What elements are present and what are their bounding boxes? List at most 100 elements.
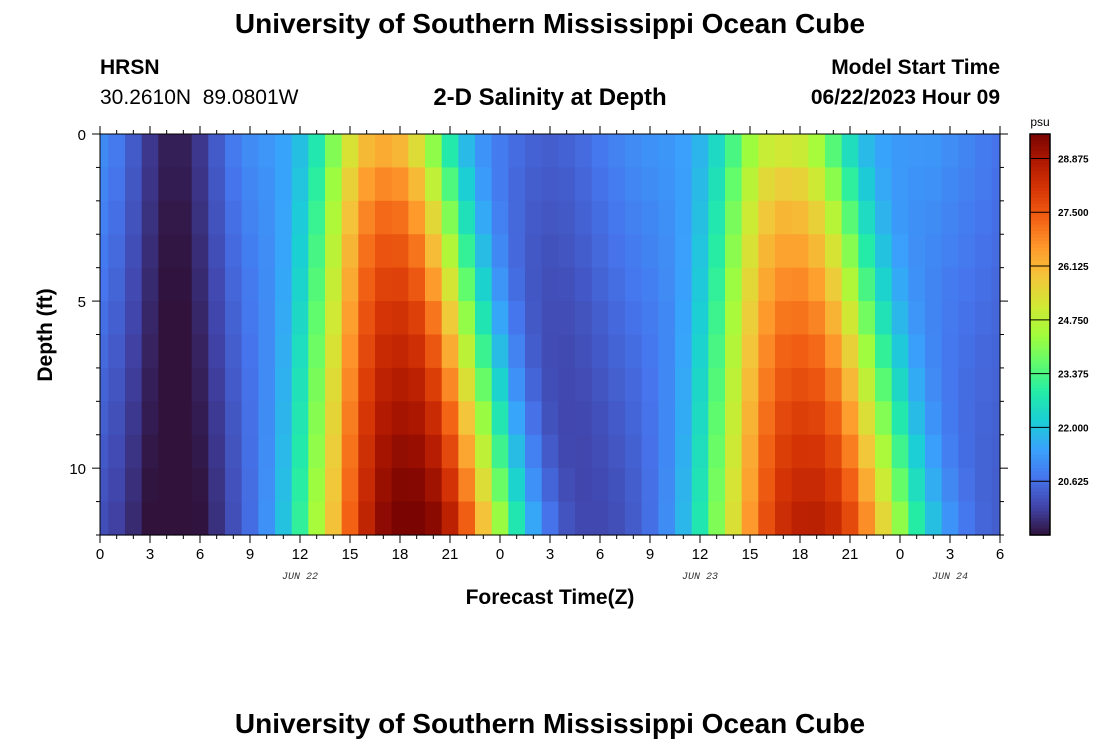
colorbar-frame — [1029, 133, 1051, 536]
heatmap-cell — [975, 334, 993, 369]
heatmap-cell — [258, 267, 276, 302]
heatmap-cell — [525, 200, 543, 235]
heatmap-cell — [525, 501, 543, 536]
heatmap-cell — [891, 267, 909, 302]
x-tick-label: 18 — [392, 546, 409, 563]
colorbar-segment — [1030, 150, 1050, 155]
heatmap-cell — [658, 134, 676, 169]
colorbar-segment — [1030, 521, 1050, 526]
heatmap-cell — [175, 401, 193, 436]
heatmap-cell — [925, 200, 943, 235]
heatmap-cell — [325, 267, 343, 302]
heatmap-cell — [758, 234, 776, 269]
heatmap-cell — [441, 501, 459, 536]
colorbar-segment — [1030, 508, 1050, 513]
heatmap-cell — [125, 200, 143, 235]
heatmap-cell — [325, 501, 343, 536]
heatmap-cell — [308, 468, 326, 503]
heatmap-cell — [325, 134, 343, 169]
heatmap-cell — [941, 267, 959, 302]
model-start-value: 06/22/2023 Hour 09 — [810, 86, 1000, 109]
heatmap-cell — [875, 434, 893, 469]
heatmap-cell — [408, 167, 426, 202]
colorbar-segment — [1030, 267, 1050, 272]
colorbar-segment — [1030, 184, 1050, 189]
heatmap-cell — [775, 301, 793, 336]
heatmap-cell — [758, 134, 776, 169]
station-name: HRSN — [100, 56, 160, 79]
heatmap-cell — [641, 334, 659, 369]
heatmap-cell — [608, 234, 626, 269]
heatmap-cell — [708, 234, 726, 269]
heatmap-cell — [308, 134, 326, 169]
heatmap-cell — [441, 367, 459, 402]
colorbar-segment — [1030, 277, 1050, 282]
colorbar-segment — [1030, 514, 1050, 519]
heatmap-cell — [208, 134, 226, 169]
heatmap-cell — [875, 167, 893, 202]
heatmap-cell — [991, 434, 1001, 469]
heatmap-cell — [941, 200, 959, 235]
heatmap-cell — [141, 501, 159, 536]
heatmap-cell — [975, 501, 993, 536]
heatmap-cell — [625, 401, 643, 436]
heatmap-cell — [191, 501, 209, 536]
heatmap-cell — [608, 501, 626, 536]
heatmap-cell — [225, 468, 243, 503]
heatmap-cell — [375, 434, 393, 469]
colorbar-segment — [1030, 438, 1050, 443]
colorbar-segment — [1030, 190, 1050, 195]
heatmap-cell — [858, 267, 876, 302]
heatmap-cell — [725, 234, 743, 269]
heatmap-cell — [525, 267, 543, 302]
heatmap-cell — [541, 167, 559, 202]
heatmap-cell — [591, 200, 609, 235]
heatmap-cell — [691, 434, 709, 469]
heatmap-cell — [275, 367, 293, 402]
colorbar-segment — [1030, 418, 1050, 422]
heatmap-cell — [175, 301, 193, 336]
heatmap-cell — [308, 200, 326, 235]
heatmap-cell — [258, 401, 276, 436]
heatmap-cell — [941, 501, 959, 536]
heatmap-cell — [641, 167, 659, 202]
heatmap-cell — [291, 167, 309, 202]
heatmap-cell — [258, 167, 276, 202]
heatmap-cell — [608, 434, 626, 469]
heatmap-cell — [125, 234, 143, 269]
footer-title: University of Southern Mississippi Ocean… — [234, 708, 866, 739]
heatmap-cell — [691, 468, 709, 503]
heatmap-cell — [358, 234, 376, 269]
heatmap-cell — [591, 134, 609, 169]
heatmap-cell — [491, 234, 509, 269]
heatmap-cell — [325, 301, 343, 336]
heatmap-cell — [625, 301, 643, 336]
heatmap-cell — [475, 468, 493, 503]
x-tick-label: 15 — [342, 546, 359, 563]
heatmap-cell — [808, 234, 826, 269]
heatmap-cell — [441, 167, 459, 202]
colorbar-segment — [1030, 254, 1050, 259]
colorbar-label: 28.875 — [1058, 154, 1089, 165]
colorbar-label: 26.125 — [1058, 262, 1089, 273]
heatmap-cell — [741, 200, 759, 235]
heatmap-cell — [541, 401, 559, 436]
colorbar-segment — [1030, 347, 1050, 352]
heatmap-cell — [258, 501, 276, 536]
heatmap-cell — [925, 401, 943, 436]
heatmap-cell — [291, 367, 309, 402]
heatmap-cell — [241, 134, 259, 169]
heatmap-cell — [891, 167, 909, 202]
heatmap-cell — [358, 200, 376, 235]
heatmap-cell — [375, 401, 393, 436]
heatmap-cell — [425, 234, 443, 269]
heatmap-cell — [525, 134, 543, 169]
heatmap-cell — [658, 367, 676, 402]
heatmap-cell — [975, 434, 993, 469]
heatmap-cell — [291, 434, 309, 469]
heatmap-cell — [858, 301, 876, 336]
heatmap-cell — [808, 434, 826, 469]
heatmap-cell — [741, 134, 759, 169]
colorbar-segment — [1030, 180, 1050, 185]
heatmap-cell — [741, 468, 759, 503]
